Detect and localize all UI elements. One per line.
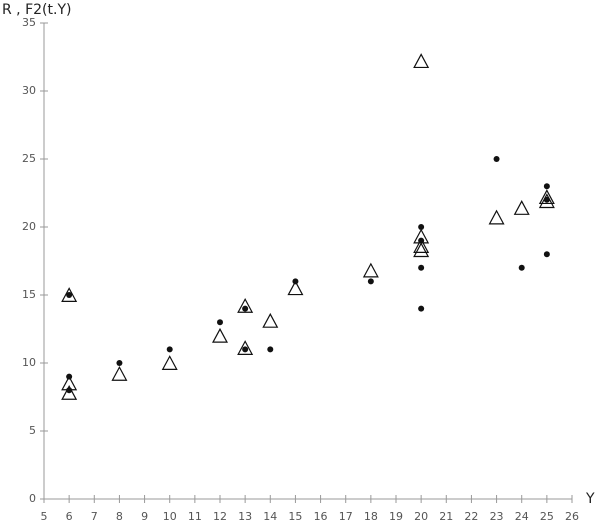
y-tick-label: 10: [22, 356, 36, 369]
x-tick-label: 11: [188, 510, 202, 521]
x-tick-label: 21: [439, 510, 453, 521]
x-tick-label: 8: [116, 510, 123, 521]
x-tick-label: 22: [464, 510, 478, 521]
y-tick-label: 25: [22, 152, 36, 165]
dot-point: [166, 346, 173, 353]
x-tick-label: 26: [565, 510, 579, 521]
y-axis-label: R , F2(t.Y): [2, 2, 71, 18]
triangle-point: [111, 365, 128, 381]
x-tick-label: 5: [41, 510, 48, 521]
y-tick-label: 0: [29, 492, 36, 505]
dot-point: [367, 278, 374, 285]
dot-point: [493, 156, 500, 162]
x-tick-label: 14: [263, 510, 277, 521]
x-tick-label: 20: [414, 510, 428, 521]
x-tick-label: 15: [288, 510, 302, 521]
triangle-point: [413, 242, 430, 258]
x-tick-label: 7: [91, 510, 98, 521]
triangle-point: [362, 262, 379, 278]
triangle-point: [237, 340, 254, 355]
x-tick-label: 6: [66, 510, 73, 521]
dot-point: [518, 264, 525, 271]
dot-point: [242, 346, 249, 353]
x-axis-label: Y: [585, 491, 595, 507]
x-tick-label: 17: [339, 510, 353, 521]
triangle-point: [262, 312, 279, 328]
dot-point: [267, 346, 274, 353]
x-tick-label: 12: [213, 510, 227, 521]
dot-point: [418, 224, 425, 230]
dot-point: [543, 251, 550, 258]
triangle-point: [413, 53, 430, 69]
triangle-point: [538, 193, 555, 209]
triangle-point: [538, 189, 555, 205]
triangle-point: [61, 375, 78, 391]
y-tick-label: 30: [22, 84, 36, 97]
triangle-point: [287, 280, 304, 296]
triangle-point: [488, 209, 505, 225]
dot-point: [66, 292, 73, 298]
y-tick-label: 5: [29, 424, 36, 437]
triangle-point: [61, 385, 78, 400]
triangle-point: [237, 297, 254, 313]
dot-point: [116, 360, 123, 366]
y-tick-label: 20: [22, 220, 36, 233]
x-tick-label: 9: [141, 510, 148, 521]
triangle-point: [513, 200, 530, 215]
x-tick-label: 19: [389, 510, 403, 521]
x-tick-label: 10: [163, 510, 177, 521]
y-tick-label: 35: [22, 16, 36, 29]
triangle-point: [161, 355, 178, 370]
dot-point: [543, 183, 550, 190]
x-tick-label: 13: [238, 510, 252, 521]
triangle-point: [211, 327, 229, 343]
dot-point: [242, 305, 249, 312]
x-tick-label: 16: [314, 510, 328, 521]
dot-point: [217, 319, 223, 326]
dot-point: [418, 264, 425, 271]
x-tick-label: 23: [490, 510, 504, 521]
triangle-point: [61, 287, 78, 302]
x-tick-label: 24: [515, 510, 529, 521]
dot-point: [418, 305, 425, 312]
x-tick-label: 25: [540, 510, 554, 521]
triangle-point: [413, 238, 430, 253]
y-tick-label: 15: [22, 288, 36, 301]
x-tick-label: 18: [364, 510, 378, 521]
